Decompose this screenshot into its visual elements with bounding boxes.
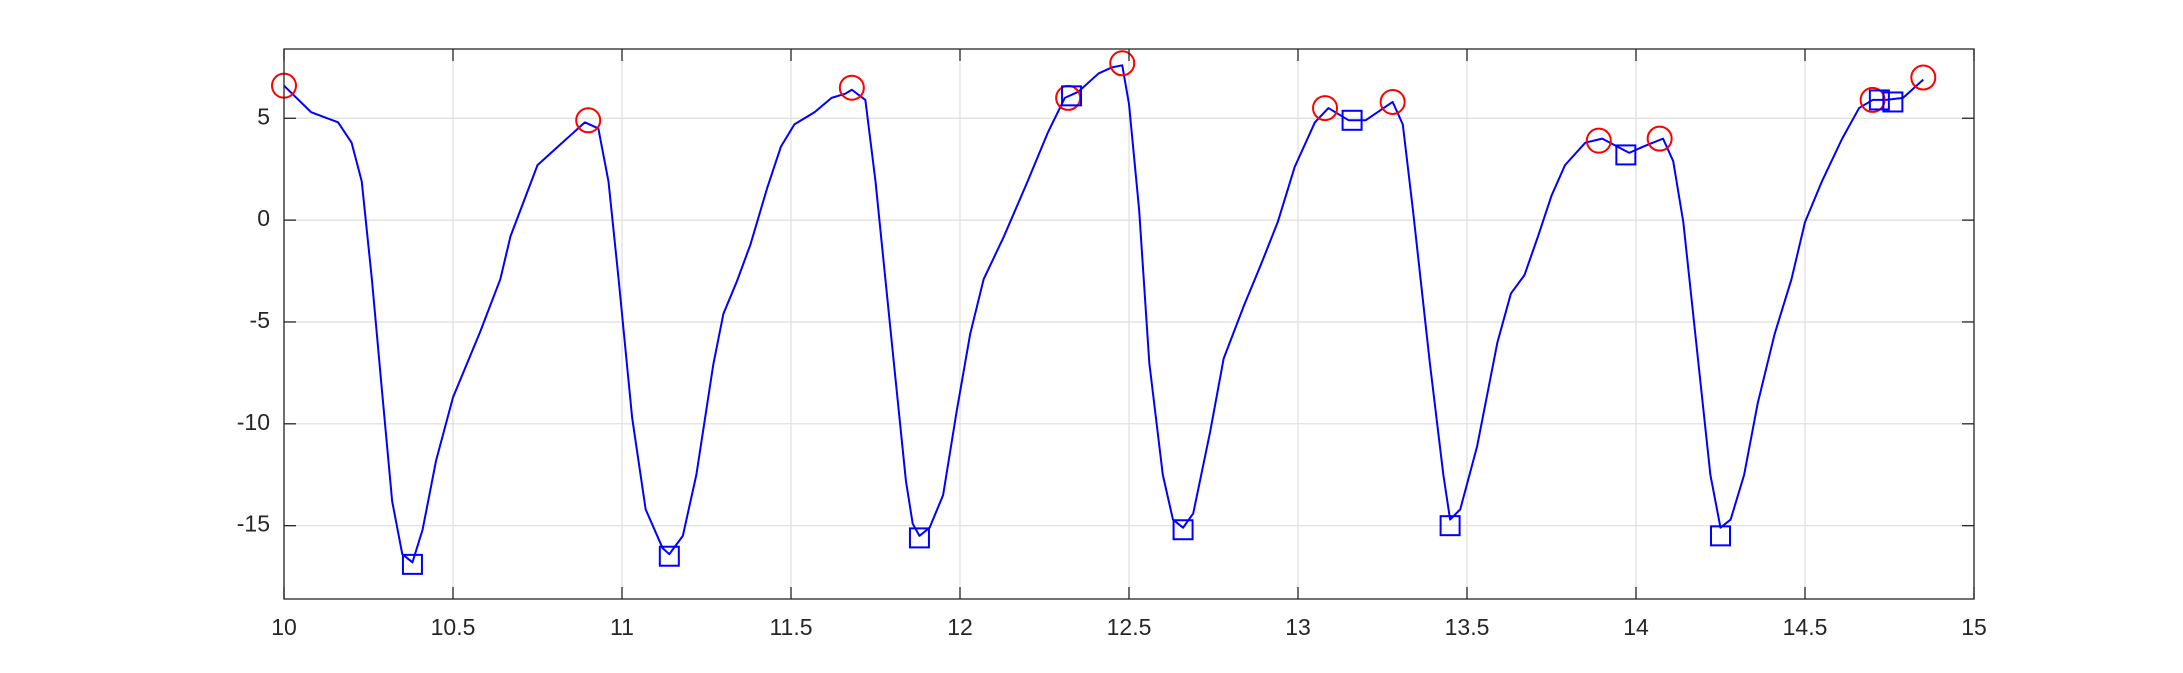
trough-marker	[401, 553, 423, 575]
trough-marker	[1061, 85, 1083, 107]
y-tick-label: -15	[237, 511, 270, 537]
trough-marker	[908, 527, 930, 549]
y-tick-label: 0	[257, 205, 270, 231]
peak-marker	[1859, 86, 1886, 113]
y-tick-label: -10	[237, 409, 270, 435]
x-tick-label: 13.5	[1445, 614, 1490, 640]
peak-marker	[1910, 64, 1937, 91]
x-tick-label: 11.5	[769, 614, 812, 640]
x-tick-label: 14.5	[1783, 614, 1828, 640]
peak-marker	[1585, 127, 1612, 154]
x-tick-label: 14	[1623, 614, 1649, 640]
peak-marker	[1646, 125, 1673, 152]
x-tick-label: 15	[1961, 614, 1987, 640]
x-tick-label: 12.5	[1107, 614, 1152, 640]
y-tick-label: 5	[257, 103, 270, 129]
trough-marker	[1615, 144, 1637, 166]
x-tick-label: 10.5	[431, 614, 476, 640]
trough-marker	[658, 545, 680, 567]
x-tick-label: 13	[1285, 614, 1311, 640]
x-tick-label: 12	[947, 614, 973, 640]
peak-marker	[575, 107, 602, 134]
peak-marker	[1312, 95, 1339, 122]
trough-marker	[1172, 519, 1194, 541]
trough-marker	[1710, 525, 1731, 547]
peak-marker	[1109, 50, 1136, 77]
trough-marker	[1439, 515, 1461, 537]
y-tick-label: -5	[250, 307, 270, 333]
trough-marker	[1868, 89, 1890, 111]
trough-marker	[1882, 91, 1904, 113]
x-tick-label: 11	[610, 614, 634, 640]
x-tick-label: 10	[271, 614, 297, 640]
peak-marker	[1379, 88, 1406, 115]
trough-marker	[1341, 109, 1363, 131]
peak-marker	[838, 74, 865, 101]
